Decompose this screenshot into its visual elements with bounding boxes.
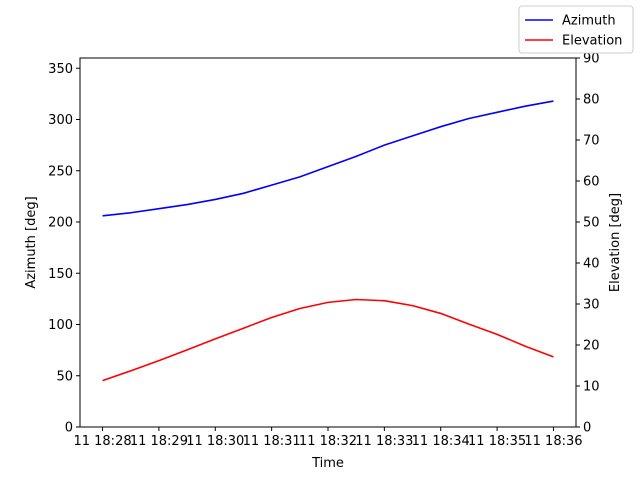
x-tick-label: 11 18:32 xyxy=(299,434,357,449)
y-right-tick-label: 20 xyxy=(583,339,600,354)
y-left-tick-label: 250 xyxy=(48,164,73,179)
x-tick-label: 11 18:34 xyxy=(412,434,470,449)
series-line-elevation xyxy=(102,298,554,382)
y-left-tick-label: 350 xyxy=(48,62,73,77)
y-left-tick-label: 100 xyxy=(48,318,73,333)
y-right-tick-label: 50 xyxy=(583,216,600,231)
legend-label-elevation: Elevation xyxy=(562,34,622,49)
y-right-axis-title: Elevation [deg] xyxy=(608,193,623,292)
legend-box xyxy=(518,5,634,54)
legend-label-azimuth: Azimuth xyxy=(562,14,616,29)
y-left-tick-label: 0 xyxy=(65,421,73,436)
y-left-axis-title: Azimuth [deg] xyxy=(24,196,39,288)
y-right-tick-label: 10 xyxy=(583,380,600,395)
y-right-tick-label: 30 xyxy=(583,298,600,313)
y-left-tick-label: 300 xyxy=(48,113,73,128)
y-right-tick-label: 90 xyxy=(583,52,600,67)
x-tick-label: 11 18:29 xyxy=(130,434,188,449)
y-left-tick-label: 150 xyxy=(48,267,73,282)
x-axis-title: Time xyxy=(311,456,344,471)
series-line-azimuth xyxy=(102,100,554,217)
x-tick-label: 11 18:35 xyxy=(468,434,526,449)
x-tick-label: 11 18:31 xyxy=(243,434,301,449)
y-right-tick-label: 60 xyxy=(583,175,600,190)
x-tick-label: 11 18:28 xyxy=(73,434,131,449)
x-tick-label: 11 18:30 xyxy=(186,434,244,449)
x-tick-label: 11 18:36 xyxy=(524,434,582,449)
y-right-tick-label: 70 xyxy=(583,134,600,149)
y-right-tick-label: 40 xyxy=(583,257,600,272)
y-left-tick-label: 50 xyxy=(56,369,73,384)
y-right-tick-label: 80 xyxy=(583,93,600,108)
plot-frame xyxy=(79,57,577,428)
x-tick-label: 11 18:33 xyxy=(355,434,413,449)
y-left-tick-label: 200 xyxy=(48,216,73,231)
y-right-tick-label: 0 xyxy=(583,421,591,436)
